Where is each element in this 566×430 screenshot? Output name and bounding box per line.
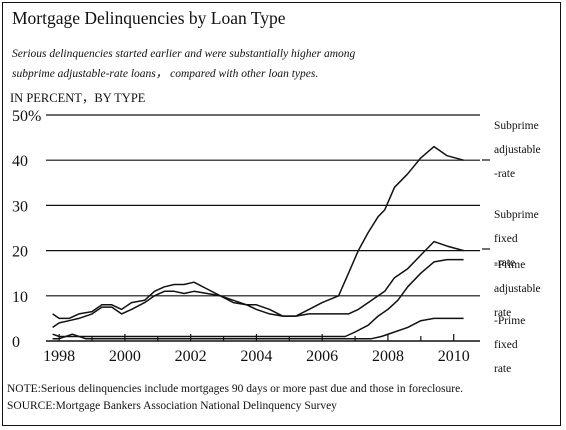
series-label-1-line-3: -rate: [494, 168, 515, 180]
y-axis-unit-label: IN PERCENT，BY TYPE: [10, 91, 146, 105]
y-tick-label-20: 20: [12, 244, 28, 261]
series-label-2-line-2: fixed: [494, 233, 518, 245]
x-tick-label-2002: 2002: [175, 348, 207, 365]
y-tick-label-40: 40: [12, 153, 28, 170]
series-label-2-line-3: -rate: [494, 257, 515, 269]
x-tick-label-2008: 2008: [372, 348, 404, 365]
series-label-3-line-2: adjustable: [494, 283, 541, 295]
series-label-4-line-1: -Prime: [494, 315, 525, 327]
x-tick-label-2004: 2004: [240, 348, 272, 365]
series-line-4: [52, 317, 464, 340]
series-label-3-line-3: rate: [494, 307, 511, 319]
series-label-2-line-1: Subprime: [494, 209, 539, 221]
x-tick-label-2000: 2000: [109, 348, 141, 365]
y-tick-label-0: 0: [12, 334, 20, 351]
chart-frame: [2, 2, 561, 426]
series-line-2: [52, 240, 464, 329]
series-line-3: [52, 258, 464, 338]
chart-notes: NOTE:Serious delinquencies include mortg…: [7, 381, 557, 415]
series-line-1: [52, 145, 464, 320]
y-tick-label-10: 10: [12, 289, 28, 306]
x-tick-label-1998: 1998: [43, 348, 75, 365]
note-text: NOTE:Serious delinquencies include mortg…: [7, 383, 464, 395]
series-label-1-line-2: adjustable: [494, 144, 541, 156]
chart-subtitle: Serious delinquencies started earlier an…: [12, 44, 482, 84]
subtitle-line-1: Serious delinquencies started earlier an…: [12, 48, 356, 60]
subtitle-line-2: subprime adjustable-rate loans， compared…: [12, 68, 319, 80]
chart-title: Mortgage Delinquencies by Loan Type: [12, 8, 286, 28]
y-tick-label-30: 30: [12, 198, 28, 215]
source-text: SOURCE:Mortgage Bankers Association Nati…: [7, 400, 337, 412]
x-tick-label-2006: 2006: [306, 348, 338, 365]
series-label-4-line-2: fixed: [494, 339, 518, 351]
series-label-4-line-3: rate: [494, 363, 511, 375]
y-tick-label-50: 50%: [12, 108, 41, 125]
series-label-1-line-1: Subprime: [494, 120, 539, 132]
x-tick-label-2010: 2010: [438, 348, 470, 365]
series-label-3-line-1: -Prime: [494, 259, 525, 271]
